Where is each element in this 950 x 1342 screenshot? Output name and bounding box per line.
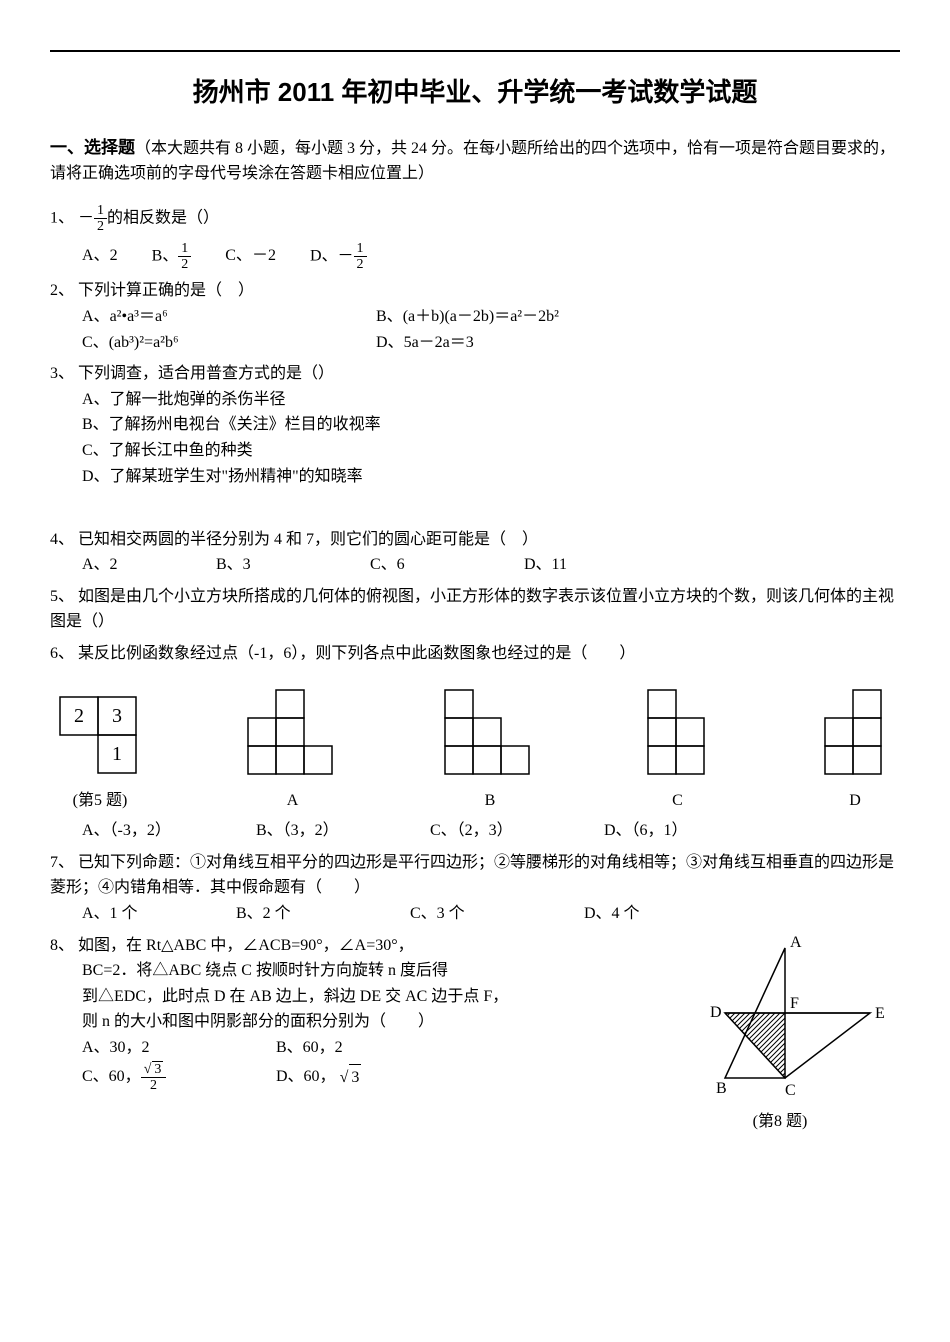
q2-optC: C、(ab³)²=a²b⁶ — [82, 330, 342, 356]
q8-lblD: D — [710, 1004, 722, 1021]
q1-prefix: － — [78, 209, 94, 226]
q7-num: 7、 — [50, 854, 74, 871]
q8-lblF: F — [790, 995, 799, 1012]
q5-optC-fig: C — [633, 682, 723, 814]
q5-topview-svg: 2 3 1 — [50, 682, 150, 782]
q6-optD: D、（6，1） — [604, 818, 688, 844]
q3-optD: D、了解某班学生对"扬州精神"的知晓率 — [50, 464, 900, 490]
q2-options: A、a²•a³＝a⁶ B、(a＋b)(a－2b)＝a²－2b² C、(ab³)²… — [50, 304, 900, 355]
q7-optA: A、1 个 — [82, 901, 202, 927]
q1-options: A、2 B、12 C、－2 D、－12 — [50, 241, 900, 273]
q7-optB: B、2 个 — [236, 901, 376, 927]
q7-options: A、1 个 B、2 个 C、3 个 D、4 个 — [50, 901, 900, 927]
q3-optA: A、了解一批炮弹的杀伤半径 — [50, 387, 900, 413]
section-1-heading: 一、选择题 — [50, 138, 135, 157]
q5-stem: 如图是由几个小立方块所搭成的几何体的俯视图，小正方形体的数字表示该位置小立方块的… — [50, 588, 894, 631]
q5-optB-label: B — [485, 788, 496, 814]
q5-topview: 2 3 1 (第5 题) — [50, 682, 150, 814]
q5-cell-1: 1 — [112, 743, 122, 765]
q8-line3: 到△EDC，此时点 D 在 AB 边上，斜边 DE 交 AC 边于点 F， — [50, 988, 508, 1005]
q5-optA-label: A — [287, 788, 299, 814]
question-3: 3、 下列调查，适合用普查方式的是（） A、了解一批炮弹的杀伤半径 B、了解扬州… — [50, 361, 900, 489]
q4-optC: C、6 — [370, 552, 490, 578]
q5-num: 5、 — [50, 588, 74, 605]
question-4: 4、 已知相交两圆的半径分别为 4 和 7，则它们的圆心距可能是（ ） A、2 … — [50, 527, 900, 578]
q1-optC: C、－2 — [225, 243, 276, 269]
q6-stem: 某反比例函数象经过点（-1，6），则下列各点中此函数图象也经过的是（ ） — [78, 645, 635, 662]
q8-line1: 如图，在 Rt△ABC 中，∠ACB=90°，∠A=30°， — [78, 937, 414, 954]
q2-num: 2、 — [50, 282, 74, 299]
q5-cell-2: 2 — [74, 705, 84, 727]
q6-optB: B、（3，2） — [256, 818, 396, 844]
q3-stem: 下列调查，适合用普查方式的是（） — [78, 365, 334, 382]
q1-num: 1、 — [50, 209, 74, 226]
q8-optA: A、30，2 — [82, 1035, 242, 1061]
q5-optD-svg — [810, 682, 900, 782]
q7-stem: 已知下列命题：①对角线互相平分的四边形是平行四边形；②等腰梯形的对角线相等；③对… — [50, 854, 894, 897]
q8-figure: A B C D E F (第8 题) — [660, 933, 900, 1135]
q4-stem: 已知相交两圆的半径分别为 4 和 7，则它们的圆心距可能是（ ） — [78, 531, 538, 548]
q8-caption: (第8 题) — [753, 1109, 808, 1135]
q2-optB: B、(a＋b)(a－2b)＝a²－2b² — [376, 304, 559, 330]
q7-optD: D、4 个 — [584, 901, 640, 927]
q8-optD: D、60， √3 — [276, 1064, 361, 1091]
q8-optB: B、60，2 — [276, 1035, 343, 1061]
q5-caption: (第5 题) — [73, 788, 128, 814]
q6-optA: A、（-3，2） — [82, 818, 222, 844]
q8-lblC: C — [785, 1082, 796, 1099]
q8-text: 8、 如图，在 Rt△ABC 中，∠ACB=90°，∠A=30°， BC=2．将… — [50, 933, 660, 1094]
q3-optB: B、了解扬州电视台《关注》栏目的收视率 — [50, 412, 900, 438]
q5-optA-svg — [238, 682, 348, 782]
q5-optA-fig: A — [238, 682, 348, 814]
q8-line4: 则 n 的大小和图中阴影部分的面积分别为（ ） — [50, 1013, 434, 1030]
q8-options: A、30，2 B、60，2 C、60，√32 D、60， √3 — [50, 1035, 660, 1093]
question-5: 5、 如图是由几个小立方块所搭成的几何体的俯视图，小正方形体的数字表示该位置小立… — [50, 584, 900, 635]
q5-cell-3: 3 — [112, 705, 122, 727]
page-title: 扬州市 2011 年初中毕业、升学统一考试数学试题 — [50, 72, 900, 114]
question-6: 6、 某反比例函数象经过点（-1，6），则下列各点中此函数图象也经过的是（ ） — [50, 641, 900, 667]
q1-optB: B、12 — [152, 241, 192, 273]
q8-svg: A B C D E F — [670, 933, 890, 1103]
q4-optB: B、3 — [216, 552, 336, 578]
q1-suffix: 的相反数是（） — [107, 209, 219, 226]
q4-options: A、2 B、3 C、6 D、11 — [50, 552, 900, 578]
q6-num: 6、 — [50, 645, 74, 662]
q3-num: 3、 — [50, 365, 74, 382]
q8-optC: C、60，√32 — [82, 1061, 242, 1094]
section-1-header: 一、选择题（本大题共有 8 小题，每小题 3 分，共 24 分。在每小题所给出的… — [50, 134, 900, 187]
q5-optD-label: D — [849, 788, 861, 814]
q7-optC: C、3 个 — [410, 901, 550, 927]
q1-optA: A、2 — [82, 243, 118, 269]
q5-optD-fig: D — [810, 682, 900, 814]
q2-optA: A、a²•a³＝a⁶ — [82, 304, 342, 330]
q2-stem: 下列计算正确的是（ ） — [78, 282, 254, 299]
q2-optD: D、5a－2a＝3 — [376, 330, 474, 356]
q5-optB-fig: B — [435, 682, 545, 814]
q4-optA: A、2 — [82, 552, 182, 578]
question-7: 7、 已知下列命题：①对角线互相平分的四边形是平行四边形；②等腰梯形的对角线相等… — [50, 850, 900, 927]
q8-lblA: A — [790, 934, 802, 951]
q6-optC: C、（2，3） — [430, 818, 570, 844]
q5-optB-svg — [435, 682, 545, 782]
q3-optC: C、了解长江中鱼的种类 — [50, 438, 900, 464]
question-8: 8、 如图，在 Rt△ABC 中，∠ACB=90°，∠A=30°， BC=2．将… — [50, 933, 900, 1135]
section-1-instructions: （本大题共有 8 小题，每小题 3 分，共 24 分。在每小题所给出的四个选项中… — [50, 140, 895, 183]
q1-fraction: 12 — [94, 203, 107, 235]
question-2: 2、 下列计算正确的是（ ） A、a²•a³＝a⁶ B、(a＋b)(a－2b)＝… — [50, 278, 900, 355]
q5-optC-svg — [633, 682, 723, 782]
q1-optD: D、－12 — [310, 241, 367, 273]
q4-optD: D、11 — [524, 552, 567, 578]
q4-num: 4、 — [50, 531, 74, 548]
q8-line2: BC=2．将△ABC 绕点 C 按顺时针方向旋转 n 度后得 — [50, 962, 448, 979]
q8-num: 8、 — [50, 937, 74, 954]
q5-optC-label: C — [672, 788, 683, 814]
q8-lblE: E — [875, 1005, 885, 1022]
q6-options: A、（-3，2） B、（3，2） C、（2，3） D、（6，1） — [50, 818, 900, 844]
question-1: 1、 －12的相反数是（） A、2 B、12 C、－2 D、－12 — [50, 203, 900, 273]
q8-lblB: B — [716, 1080, 727, 1097]
q5-figure-row: 2 3 1 (第5 题) A B — [50, 682, 900, 814]
top-rule — [50, 50, 900, 52]
